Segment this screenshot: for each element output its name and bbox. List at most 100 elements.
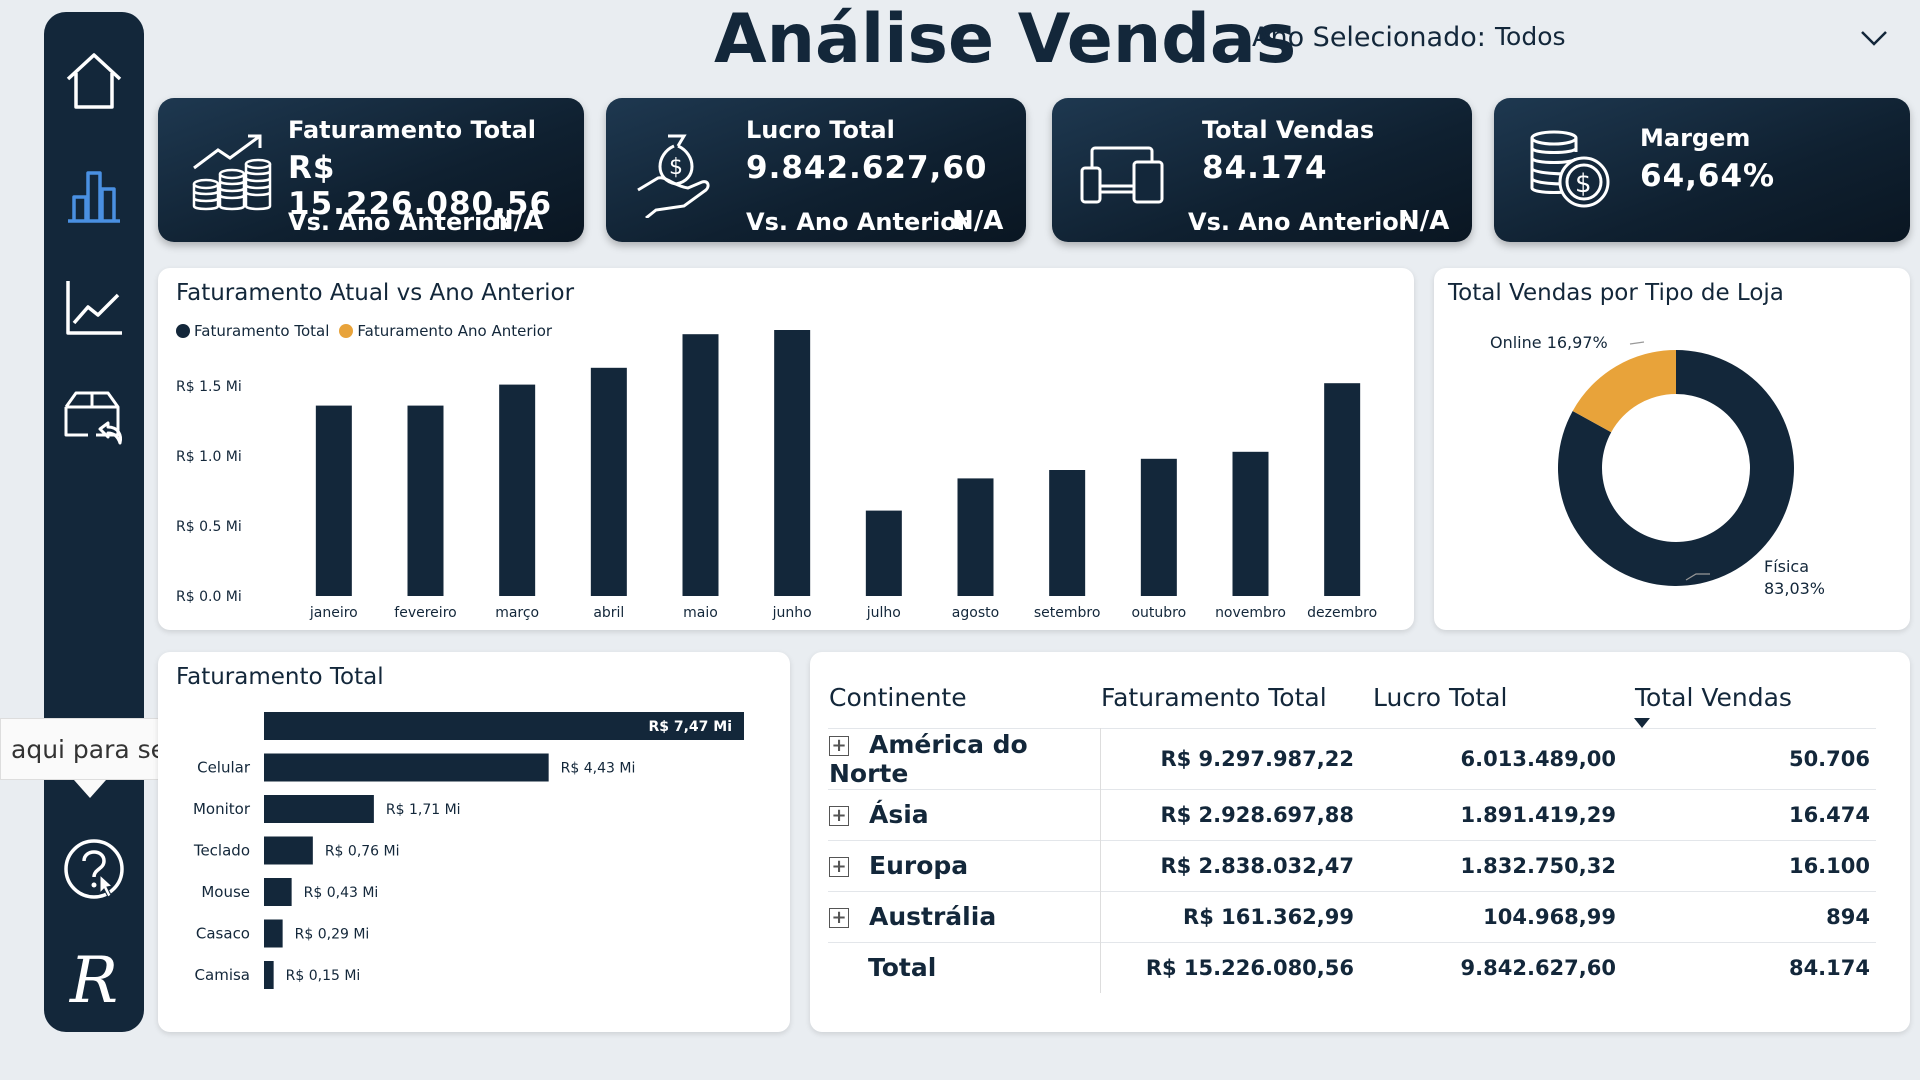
column-header-continente[interactable]: Continente [829, 683, 967, 713]
continent-table-card: Continente Faturamento Total Lucro Total… [810, 652, 1910, 1032]
category-label: Mouse [201, 883, 250, 901]
x-tick-label: novembro [1215, 605, 1286, 621]
legend-label: Faturamento Ano Anterior [357, 322, 553, 340]
hand-money-bag-icon: $ [637, 134, 710, 218]
box-return-icon [64, 391, 122, 445]
year-filter-value[interactable]: Todos [1495, 22, 1566, 51]
continent-table: Continente Faturamento Total Lucro Total… [828, 668, 1876, 993]
kpi-compare-label: Vs. Ano Anterior [1188, 208, 1411, 236]
value-label: R$ 7,47 Mi [648, 719, 732, 735]
bar-julho[interactable] [865, 510, 902, 596]
nav-help[interactable] [44, 824, 144, 914]
bar-abril[interactable] [590, 367, 627, 596]
hbar-Camisa[interactable] [264, 961, 274, 989]
hbar-top[interactable] [264, 712, 744, 740]
category-label: Casaco [196, 925, 250, 943]
column-header-faturamento[interactable]: Faturamento Total [1101, 683, 1327, 713]
table-row[interactable]: + Europa R$ 2.838.032,47 1.832.750,32 16.100 [828, 839, 1876, 891]
sidebar: R [44, 12, 144, 1032]
kpi-compare-value: N/A [952, 206, 1004, 236]
bar-dezembro[interactable] [1324, 383, 1361, 596]
table-row[interactable]: + Ásia R$ 2.928.697,88 1.891.419,29 16.474 [828, 788, 1876, 840]
sort-desc-icon [1634, 718, 1650, 728]
expand-plus-icon[interactable]: + [829, 857, 849, 877]
bar-março[interactable] [499, 384, 536, 596]
x-tick-label: dezembro [1307, 605, 1377, 621]
slice-online[interactable] [1572, 350, 1676, 433]
value-label: R$ 4,43 Mi [561, 761, 636, 777]
bar-janeiro[interactable] [315, 405, 352, 596]
bar-agosto[interactable] [957, 478, 994, 596]
column-header-lucro[interactable]: Lucro Total [1373, 683, 1508, 713]
kpi-value: R$ 15.226.080,56 [288, 150, 553, 222]
hbar-Mouse[interactable] [264, 878, 292, 906]
column-header-vendas-label: Total Vendas [1635, 683, 1792, 713]
continent-name: Austrália [869, 902, 997, 931]
bar-outubro[interactable] [1140, 458, 1177, 596]
value-label: R$ 1,71 Mi [386, 802, 461, 818]
kpi-vendas: Total Vendas 84.174 Vs. Ano Anterior N/A [1052, 98, 1472, 242]
chevron-down-icon[interactable] [1858, 26, 1890, 50]
column-header-vendas[interactable]: Total Vendas [1634, 668, 1876, 728]
table-row[interactable]: + Austrália R$ 161.362,99 104.968,99 894 [828, 890, 1876, 942]
table-total-row: Total R$ 15.226.080,56 9.842.627,60 84.174 [828, 941, 1876, 993]
vendas-cell: 894 [1634, 890, 1876, 942]
lucro-cell: 1.891.419,29 [1372, 788, 1634, 840]
kpi-compare-value: N/A [492, 206, 544, 236]
legend-label: Faturamento Total [194, 322, 330, 340]
bar-maio[interactable] [682, 334, 719, 596]
value-label: R$ 0,29 Mi [295, 927, 370, 943]
continent-cell: + América do Norte [828, 727, 1101, 789]
nav-returns[interactable] [44, 374, 144, 464]
hbar-Monitor[interactable] [264, 795, 374, 823]
bar-novembro[interactable] [1232, 451, 1269, 596]
x-tick-label: agosto [952, 605, 999, 621]
store-type-donut-card: Total Vendas por Tipo de Loja Online 16,… [1434, 268, 1910, 630]
leader-line-fisica [1685, 573, 1710, 581]
help-icon [64, 839, 124, 899]
category-label: Camisa [195, 966, 250, 984]
x-tick-label: março [495, 605, 539, 621]
x-tick-label: setembro [1034, 605, 1101, 621]
bar-junho[interactable] [774, 330, 811, 596]
expand-plus-icon[interactable]: + [829, 806, 849, 826]
nav-home[interactable] [44, 36, 144, 126]
total-lucro: 9.842.627,60 [1372, 941, 1634, 993]
expand-plus-icon[interactable]: + [829, 735, 849, 756]
kpi-faturamento: Faturamento Total R$ 15.226.080,56 Vs. A… [158, 98, 584, 242]
nav-bar-chart[interactable] [44, 150, 144, 240]
continent-cell: + Ásia [828, 788, 1101, 840]
kpi-label: Lucro Total [746, 116, 895, 144]
slice-label-fisica-value: 83,03% [1764, 579, 1825, 598]
table-row[interactable]: + América do Norte R$ 9.297.987,22 6.013.48… [828, 727, 1876, 789]
bar-setembro[interactable] [1049, 470, 1086, 596]
legend-item-current[interactable]: Faturamento Total [176, 322, 329, 340]
page-title: Análise Vendas [714, 0, 1297, 79]
y-tick-label: R$ 1.0 Mi [176, 449, 242, 465]
continent-name: Europa [869, 851, 969, 880]
y-tick-label: R$ 0.5 Mi [176, 519, 242, 535]
legend-dot-previous [339, 324, 354, 338]
chart-title: Total Vendas por Tipo de Loja [1448, 280, 1784, 306]
x-tick-label: outubro [1131, 605, 1186, 621]
legend-item-previous[interactable]: Faturamento Ano Anterior [339, 322, 552, 340]
expand-plus-icon[interactable]: + [829, 908, 849, 928]
kpi-value: 64,64% [1640, 158, 1776, 194]
nav-line-chart[interactable] [44, 262, 144, 352]
x-tick-label: junho [772, 605, 812, 621]
vendas-cell: 50.706 [1634, 727, 1876, 789]
y-tick-label: R$ 1.5 Mi [176, 379, 242, 395]
bar-fevereiro[interactable] [407, 405, 444, 596]
hbar-Teclado[interactable] [264, 836, 313, 865]
category-label: Monitor [193, 800, 251, 818]
kpi-compare-label: Vs. Ano Anterior [746, 208, 969, 236]
hbar-Casaco[interactable] [264, 919, 283, 948]
lucro-cell: 6.013.489,00 [1372, 727, 1634, 789]
vendas-cell: 16.100 [1634, 839, 1876, 891]
kpi-label: Faturamento Total [288, 116, 537, 144]
slice-label-fisica-name: Física [1764, 557, 1809, 576]
kpi-compare-value: N/A [1398, 206, 1450, 236]
slice-fisica[interactable] [1558, 350, 1794, 586]
hbar-Celular[interactable] [264, 753, 549, 782]
lucro-cell: 1.832.750,32 [1372, 839, 1634, 891]
